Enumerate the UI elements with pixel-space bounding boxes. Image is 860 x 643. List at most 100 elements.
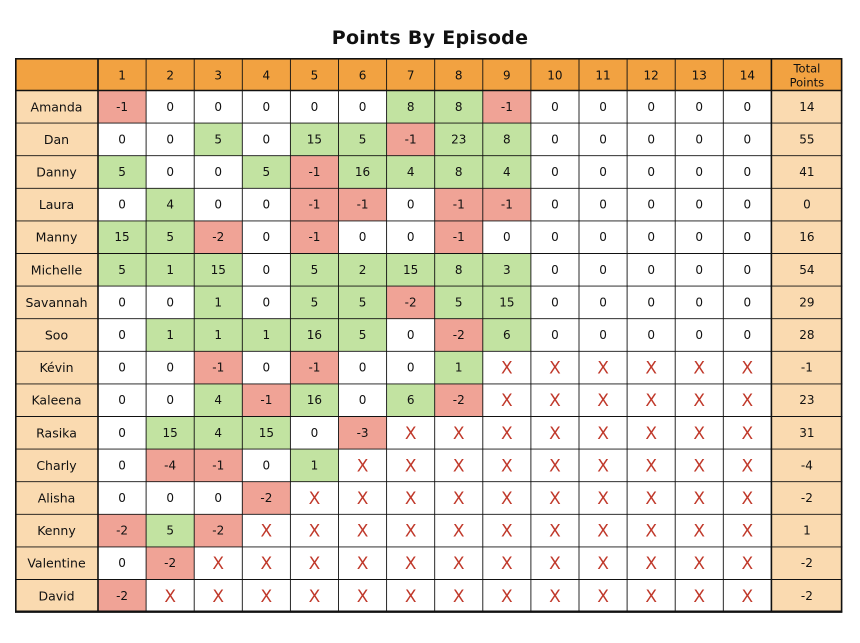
score-value: 0 (695, 165, 703, 179)
total-value: 41 (799, 165, 814, 179)
score-cell (579, 155, 628, 189)
score-cell (627, 481, 676, 515)
score-cell (338, 383, 387, 417)
score-value: -2 (212, 230, 224, 244)
score-cell (98, 449, 147, 482)
score-cell (627, 188, 676, 221)
score-cell (530, 351, 579, 384)
score-cell (146, 155, 195, 189)
score-cell (723, 155, 772, 189)
table-border (15, 58, 843, 613)
score-cell (482, 286, 531, 319)
contestant-name: Danny (36, 165, 77, 180)
score-value: 0 (263, 458, 271, 472)
score-cell (627, 155, 676, 189)
score-cell (482, 514, 531, 547)
score-cell (482, 155, 531, 189)
name-cell-kaleena (15, 383, 98, 417)
score-cell (434, 90, 483, 124)
score-cell (386, 481, 435, 515)
score-value: -2 (260, 491, 272, 505)
score-cell (434, 351, 483, 384)
score-value: 0 (647, 328, 655, 342)
score-cell (434, 481, 483, 515)
score-cell (242, 253, 291, 287)
score-value: 0 (118, 556, 126, 570)
score-cell (338, 286, 387, 319)
score-cell (530, 383, 579, 417)
score-value: 5 (214, 132, 222, 146)
score-cell (675, 318, 724, 352)
contestant-name: Kaleena (31, 393, 81, 408)
score-cell (290, 155, 339, 189)
score-value: 16 (355, 165, 370, 179)
score-value: 0 (599, 263, 607, 277)
total-cell (771, 155, 843, 189)
score-cell (146, 253, 195, 287)
score-cell (627, 383, 676, 417)
contestant-name: David (38, 588, 74, 603)
score-cell (146, 514, 195, 547)
score-value: 0 (551, 263, 559, 277)
contestant-name: Savannah (25, 295, 87, 310)
score-value: -1 (308, 165, 320, 179)
score-cell (579, 318, 628, 352)
score-value: 0 (647, 263, 655, 277)
eliminated-mark: X (501, 522, 513, 542)
total-cell (771, 449, 843, 482)
score-cell (242, 351, 291, 384)
score-cell (482, 449, 531, 482)
score-value: 5 (359, 295, 367, 309)
score-cell (675, 383, 724, 417)
score-cell (290, 481, 339, 515)
score-cell (98, 90, 147, 124)
score-cell (675, 220, 724, 254)
score-cell (338, 579, 387, 613)
score-value: 0 (695, 328, 703, 342)
score-value: 8 (455, 165, 463, 179)
score-value: 0 (744, 328, 752, 342)
score-value: 0 (407, 230, 415, 244)
eliminated-mark: X (693, 391, 705, 411)
score-value: 0 (647, 132, 655, 146)
score-value: 0 (599, 198, 607, 212)
score-cell (386, 351, 435, 384)
score-cell (146, 220, 195, 254)
eliminated-mark: X (405, 456, 417, 476)
eliminated-mark: X (549, 424, 561, 444)
total-cell (771, 90, 843, 124)
name-cell-dan (15, 123, 98, 156)
score-value: 0 (695, 295, 703, 309)
score-cell (386, 90, 435, 124)
eliminated-mark: X (549, 522, 561, 542)
score-cell (723, 220, 772, 254)
score-cell (627, 449, 676, 482)
score-value: 0 (214, 100, 222, 114)
score-cell (194, 123, 243, 156)
score-value: 0 (359, 361, 367, 375)
score-value: 15 (307, 132, 322, 146)
score-cell (675, 90, 724, 124)
score-cell (723, 188, 772, 221)
score-cell (530, 514, 579, 547)
score-cell (530, 546, 579, 580)
score-cell (146, 449, 195, 482)
score-cell (242, 481, 291, 515)
score-cell (386, 416, 435, 450)
eliminated-mark: X (693, 522, 705, 542)
score-cell (434, 155, 483, 189)
score-cell (242, 449, 291, 482)
score-value: 15 (163, 426, 178, 440)
score-value: 0 (744, 295, 752, 309)
score-value: 0 (551, 295, 559, 309)
total-value: 14 (799, 100, 814, 114)
score-value: 0 (214, 491, 222, 505)
score-cell (242, 383, 291, 417)
score-cell (482, 123, 531, 156)
episode-header-5: 5 (311, 68, 319, 82)
score-cell (723, 123, 772, 156)
score-value: 0 (263, 132, 271, 146)
contestant-name: Laura (39, 197, 74, 212)
score-cell (434, 253, 483, 287)
score-cell (482, 579, 531, 613)
